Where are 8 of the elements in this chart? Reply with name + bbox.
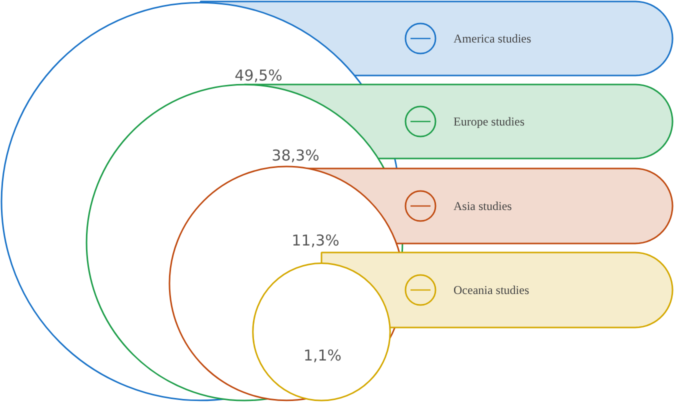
- category-label: Europe studies: [454, 114, 525, 128]
- data-label: 49,5%: [234, 66, 282, 84]
- category-label: America studies: [454, 32, 532, 46]
- data-label: 1,1%: [303, 346, 342, 364]
- category-label: Oceania studies: [454, 283, 530, 297]
- data-label: 38,3%: [272, 146, 320, 164]
- category-label: Asia studies: [454, 199, 512, 213]
- data-label: 11,3%: [292, 232, 340, 250]
